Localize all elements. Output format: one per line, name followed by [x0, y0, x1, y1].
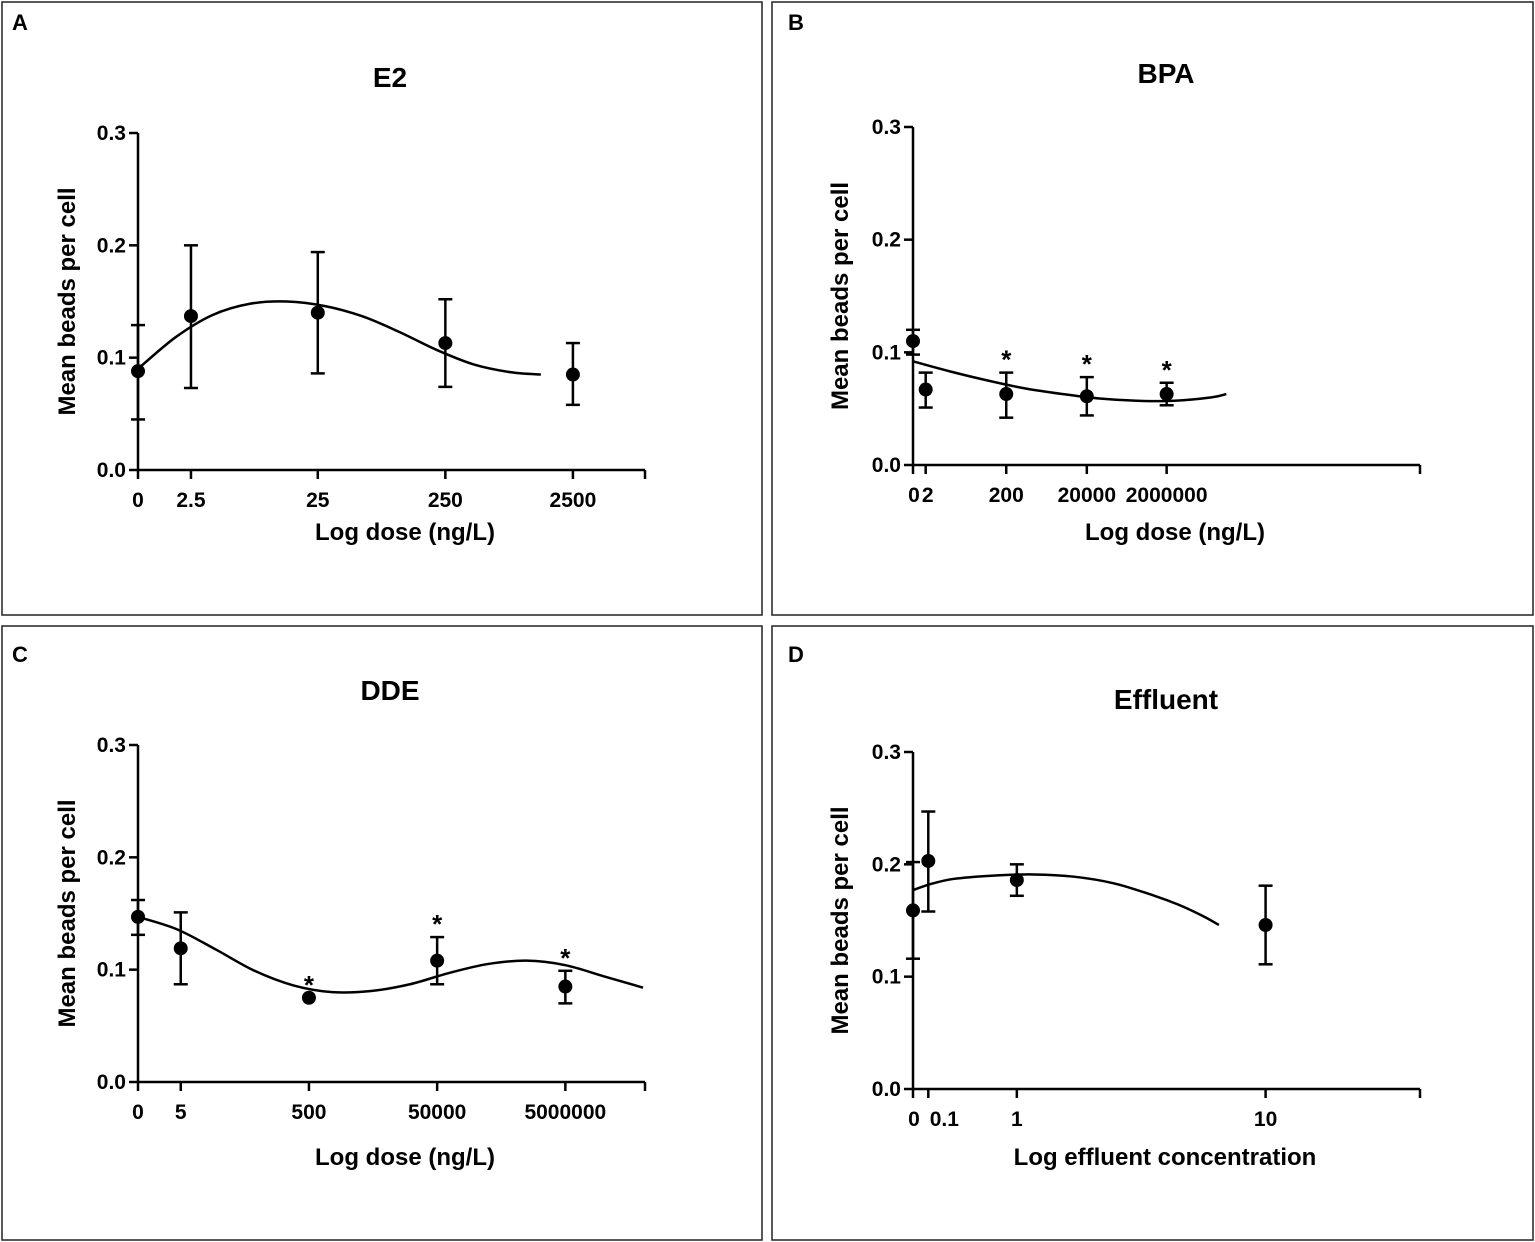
data-point — [918, 382, 933, 397]
panel-d: D Effluent 0.0 0.1 0.2 0.3 0 0.1 1 10 Log effluent… — [771, 625, 1534, 1241]
x-tick-label: 0.1 — [930, 1108, 960, 1131]
y-tick-label: 0.2 — [872, 853, 901, 876]
panel-frame — [771, 1, 1534, 616]
y-tick-label: 0.0 — [97, 459, 126, 482]
data-point — [173, 941, 188, 956]
data-point — [906, 903, 920, 918]
chart-title: DDE — [360, 675, 419, 706]
x-axis-label: Log effluent concentration — [1014, 1144, 1317, 1171]
panel-frame — [771, 625, 1534, 1241]
fit-curve — [912, 360, 1227, 403]
significance-star: * — [560, 943, 571, 973]
x-tick-label: 50000 — [408, 1101, 466, 1124]
y-tick-label: 0.1 — [872, 966, 902, 989]
panel-letter: A — [12, 10, 28, 35]
x-tick-label: 25 — [306, 489, 330, 512]
x-tick-label: 2 — [922, 484, 934, 507]
data-point — [438, 336, 453, 351]
x-tick-label: 0 — [132, 489, 144, 512]
x-tick-label: 0 — [132, 1101, 144, 1124]
x-axis-label: Log dose (ng/L) — [315, 519, 495, 546]
y-tick-label: 0.1 — [97, 959, 127, 982]
x-tick-label: 10 — [1254, 1108, 1277, 1131]
data-point — [906, 334, 920, 349]
fit-curve — [137, 915, 644, 994]
x-tick-label: 20000 — [1058, 484, 1116, 507]
x-tick-label: 1 — [1011, 1108, 1023, 1131]
data-point — [430, 953, 445, 968]
x-axis-label: Log dose (ng/L) — [315, 1144, 495, 1171]
significance-star: * — [1082, 349, 1093, 379]
panel-frame — [1, 625, 763, 1241]
panel-c: C DDE 0.0 0.1 0.2 0.3 0 5 500 50000 5000000 Log dos… — [1, 625, 763, 1241]
y-tick-label: 0.2 — [97, 234, 126, 257]
y-tick-label: 0.3 — [97, 122, 126, 145]
y-tick-label: 0.3 — [97, 734, 126, 757]
y-axis-label: Mean beads per cell — [54, 799, 81, 1027]
x-tick-label: 250 — [428, 489, 463, 512]
data-point — [999, 387, 1014, 402]
data-point — [131, 909, 145, 924]
panel-frame — [1, 1, 763, 616]
y-axis-label: Mean beads per cell — [827, 182, 854, 410]
y-tick-label: 0.1 — [872, 341, 902, 364]
data-point — [921, 853, 936, 868]
y-tick-label: 0.2 — [872, 229, 901, 252]
x-tick-label: 2.5 — [176, 489, 206, 512]
y-tick-label: 0.3 — [872, 116, 901, 139]
panel-letter: C — [12, 642, 28, 667]
panel-letter: D — [788, 642, 804, 667]
y-tick-label: 0.3 — [872, 741, 901, 764]
data-point — [301, 990, 316, 1005]
data-point — [565, 367, 580, 382]
y-tick-label: 0.1 — [97, 347, 127, 370]
panel-a: A E2 0.0 0.1 0.2 0.3 0 2.5 25 250 2500 Log dose (ng… — [1, 1, 763, 616]
x-tick-label: 5000000 — [524, 1101, 606, 1124]
x-tick-label: 5 — [175, 1101, 187, 1124]
y-tick-label: 0.0 — [872, 454, 901, 477]
chart-title: E2 — [373, 62, 407, 93]
significance-star: * — [1001, 345, 1012, 375]
fit-curve — [912, 873, 1220, 927]
data-point — [558, 979, 573, 994]
data-point — [1079, 389, 1094, 404]
x-tick-label: 0 — [908, 484, 920, 507]
data-point — [1159, 387, 1174, 402]
x-tick-label: 2500 — [550, 489, 597, 512]
y-tick-label: 0.0 — [97, 1071, 126, 1094]
y-tick-label: 0.0 — [872, 1078, 901, 1101]
data-point — [1258, 917, 1273, 932]
fit-curve — [137, 300, 541, 376]
significance-star: * — [432, 909, 443, 939]
panel-b: B BPA 0.0 0.1 0.2 0.3 0 2 200 20000 2000000 Log dos… — [771, 1, 1534, 616]
chart-title: Effluent — [1114, 684, 1218, 715]
significance-star: * — [304, 970, 315, 1000]
y-axis-label: Mean beads per cell — [827, 806, 854, 1034]
x-tick-label: 200 — [989, 484, 1024, 507]
x-tick-label: 500 — [291, 1101, 326, 1124]
data-point — [310, 305, 325, 320]
x-tick-label: 0 — [908, 1108, 920, 1131]
data-point — [183, 309, 198, 324]
x-axis-label: Log dose (ng/L) — [1085, 519, 1265, 546]
y-axis-label: Mean beads per cell — [54, 187, 81, 415]
panel-letter: B — [788, 10, 804, 35]
chart-title: BPA — [1137, 58, 1194, 89]
data-point — [131, 364, 145, 379]
significance-star: * — [1162, 355, 1173, 385]
data-point — [1009, 873, 1024, 888]
x-tick-label: 2000000 — [1126, 484, 1208, 507]
y-tick-label: 0.2 — [97, 846, 126, 869]
